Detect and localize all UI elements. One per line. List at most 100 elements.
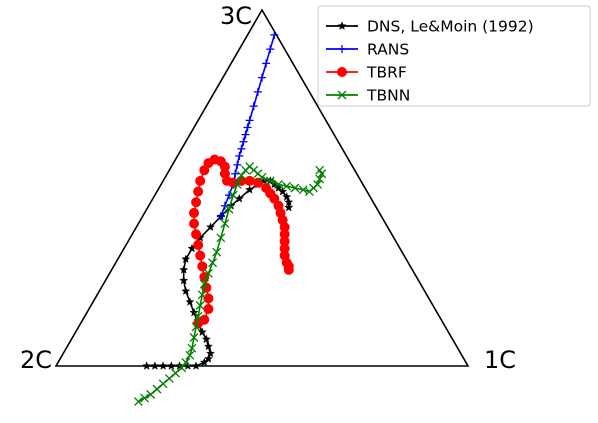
data-point bbox=[236, 171, 246, 180]
legend-label: RANS bbox=[367, 41, 409, 59]
data-point bbox=[245, 185, 255, 194]
series-x bbox=[133, 162, 327, 407]
data-point bbox=[199, 279, 209, 289]
data-point bbox=[179, 265, 189, 274]
vertex-label-1c: 1C bbox=[484, 346, 516, 374]
series-star bbox=[142, 176, 294, 370]
data-point bbox=[197, 327, 207, 337]
data-point bbox=[235, 151, 244, 160]
legend-item: TBNN bbox=[326, 87, 410, 105]
data-point bbox=[284, 202, 294, 212]
data-point bbox=[274, 179, 283, 189]
data-point bbox=[191, 322, 201, 332]
data-point bbox=[203, 354, 213, 363]
data-point bbox=[197, 261, 208, 272]
data-point bbox=[195, 301, 205, 310]
data-point bbox=[191, 229, 202, 240]
data-point bbox=[195, 175, 206, 186]
data-point bbox=[252, 177, 263, 188]
data-point bbox=[241, 130, 250, 139]
data-point bbox=[203, 341, 213, 351]
data-point bbox=[177, 363, 187, 373]
data-point bbox=[205, 348, 216, 358]
legend-marker bbox=[336, 67, 347, 78]
vertex-label-2c: 2C bbox=[20, 346, 52, 374]
data-point bbox=[179, 275, 189, 285]
data-point bbox=[193, 239, 204, 250]
legend-item: TBRF bbox=[326, 64, 407, 82]
data-point bbox=[203, 268, 213, 278]
data-point bbox=[142, 361, 152, 370]
data-point bbox=[315, 165, 325, 175]
series-plus bbox=[216, 30, 279, 221]
legend-item: RANS bbox=[326, 41, 409, 59]
data-point bbox=[166, 361, 176, 370]
data-point bbox=[245, 116, 254, 125]
data-point bbox=[181, 286, 191, 296]
data-point bbox=[185, 350, 195, 360]
legend-frame bbox=[317, 5, 591, 107]
data-point bbox=[150, 361, 160, 370]
data-point bbox=[231, 169, 240, 178]
data-point bbox=[262, 59, 271, 68]
data-point bbox=[189, 218, 200, 229]
legend-label: TBRF bbox=[366, 64, 407, 82]
data-point bbox=[189, 207, 200, 218]
data-point bbox=[257, 172, 267, 182]
data-point bbox=[225, 191, 234, 200]
data-point bbox=[224, 204, 234, 214]
data-point bbox=[201, 334, 211, 344]
data-point bbox=[265, 176, 275, 186]
data-point bbox=[298, 185, 308, 195]
data-point bbox=[208, 258, 218, 268]
data-point bbox=[158, 361, 168, 370]
data-point bbox=[258, 73, 266, 82]
data-point bbox=[290, 183, 300, 193]
data-point bbox=[313, 179, 323, 189]
data-point bbox=[203, 304, 214, 315]
data-point bbox=[185, 297, 195, 306]
data-point bbox=[266, 45, 275, 54]
data-point bbox=[199, 314, 210, 325]
legend-label: TBNN bbox=[366, 87, 410, 105]
vertex-label-3c: 3C bbox=[220, 2, 252, 30]
data-point bbox=[249, 102, 258, 111]
data-point bbox=[197, 290, 207, 300]
legend-label: DNS, Le&Moin (1992) bbox=[367, 18, 534, 36]
series-line bbox=[146, 180, 290, 367]
data-point bbox=[220, 219, 230, 229]
legend-marker bbox=[338, 45, 346, 53]
data-point bbox=[315, 174, 325, 184]
data-point bbox=[282, 181, 292, 191]
data-point bbox=[189, 307, 199, 317]
data-point bbox=[232, 179, 242, 189]
legend-marker bbox=[337, 90, 347, 100]
data-point bbox=[181, 357, 191, 367]
data-point bbox=[191, 361, 201, 370]
data-point bbox=[189, 333, 199, 342]
data-point bbox=[233, 160, 242, 169]
data-point bbox=[283, 264, 294, 275]
data-point bbox=[187, 343, 197, 353]
triangle-boundary bbox=[54, 8, 470, 367]
data-point bbox=[244, 175, 255, 186]
data-point bbox=[133, 397, 143, 407]
data-point bbox=[191, 197, 202, 208]
data-point bbox=[278, 186, 288, 196]
data-point bbox=[193, 311, 203, 321]
data-point bbox=[234, 193, 244, 203]
data-point bbox=[228, 190, 238, 200]
data-point bbox=[212, 247, 222, 257]
data-point bbox=[270, 30, 279, 39]
data-point bbox=[193, 186, 204, 197]
data-point bbox=[239, 137, 248, 146]
data-point bbox=[253, 87, 262, 96]
data-point bbox=[203, 293, 214, 304]
data-point bbox=[216, 233, 226, 243]
data-point bbox=[243, 123, 252, 132]
data-point bbox=[216, 212, 225, 221]
data-point bbox=[195, 250, 206, 261]
data-point bbox=[282, 192, 292, 201]
